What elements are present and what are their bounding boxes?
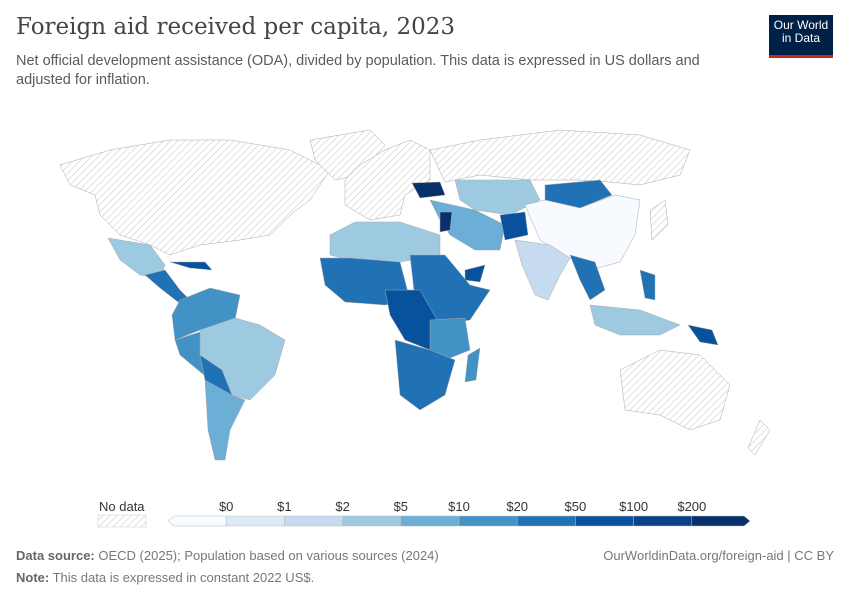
region-australia[interactable]	[619, 349, 731, 431]
footer-source: Data source: OECD (2025); Population bas…	[16, 548, 439, 563]
region-philippines[interactable]	[639, 269, 656, 301]
note-label: Note:	[16, 570, 50, 585]
legend-bin-label: $0	[218, 499, 234, 514]
legend-bin-label: $20	[506, 499, 529, 514]
legend	[97, 514, 751, 528]
legend-bin[interactable]	[458, 515, 518, 527]
subtitle: Net official development assistance (ODA…	[16, 53, 700, 88]
legend-bin[interactable]	[691, 515, 751, 527]
region-india[interactable]	[514, 239, 571, 301]
region-southern-africa[interactable]	[394, 339, 456, 411]
region-central-america[interactable]	[144, 269, 191, 303]
region-afghanistan[interactable]	[499, 211, 529, 241]
legend-bin[interactable]	[400, 515, 460, 527]
region-mongolia[interactable]	[544, 179, 613, 209]
legend-bin-label: $100	[619, 499, 649, 514]
legend-bin-label: $5	[393, 499, 409, 514]
source-label: Data source:	[16, 548, 95, 563]
legend-no-data-swatch	[97, 514, 147, 528]
page-title: Foreign aid received per capita, 2023	[16, 14, 455, 40]
footer-url[interactable]: OurWorldinData.org/foreign-aid | CC BY	[603, 548, 834, 563]
region-japan[interactable]	[649, 199, 669, 241]
legend-no-data-label: No data	[99, 499, 145, 514]
region-ukraine[interactable]	[411, 181, 446, 199]
footer-note: Note: This data is expressed in constant…	[16, 570, 314, 585]
legend-bin-label: $50	[564, 499, 587, 514]
legend-bin[interactable]	[342, 515, 402, 527]
logo-line1: Our World	[773, 18, 829, 32]
region-syria-yemen[interactable]	[439, 211, 453, 233]
legend-bin[interactable]	[284, 515, 343, 527]
legend-bin-label: $10	[448, 499, 470, 514]
region-east-africa[interactable]	[429, 317, 471, 361]
region-north-america[interactable]	[59, 139, 331, 256]
legend-bin[interactable]	[225, 515, 285, 527]
region-argentina-chile[interactable]	[204, 379, 246, 461]
legend-bin-label: $2	[335, 499, 350, 514]
source-text[interactable]: OECD (2025); Population based on various…	[98, 548, 439, 563]
region-indonesia[interactable]	[589, 304, 681, 336]
legend-bin-label: $200	[677, 499, 707, 514]
world-map	[59, 129, 771, 461]
region-madagascar[interactable]	[464, 347, 481, 383]
legend-bin[interactable]	[516, 515, 576, 527]
region-caribbean[interactable]	[169, 261, 213, 271]
note-text: This data is expressed in constant 2022 …	[52, 570, 315, 585]
legend-bin[interactable]	[633, 515, 693, 527]
region-southeast-asia[interactable]	[569, 254, 606, 301]
region-russia[interactable]	[429, 129, 691, 186]
logo-line2: in Data	[781, 31, 821, 45]
owid-logo[interactable]: Our World in Data	[769, 15, 833, 58]
region-europe[interactable]	[344, 139, 431, 221]
legend-bin[interactable]	[575, 515, 634, 527]
region-png[interactable]	[687, 324, 719, 346]
legend-bin[interactable]	[167, 515, 227, 527]
legend-bin-label: $1	[277, 499, 292, 514]
region-yemen[interactable]	[464, 264, 486, 283]
region-new-zealand[interactable]	[747, 419, 771, 456]
